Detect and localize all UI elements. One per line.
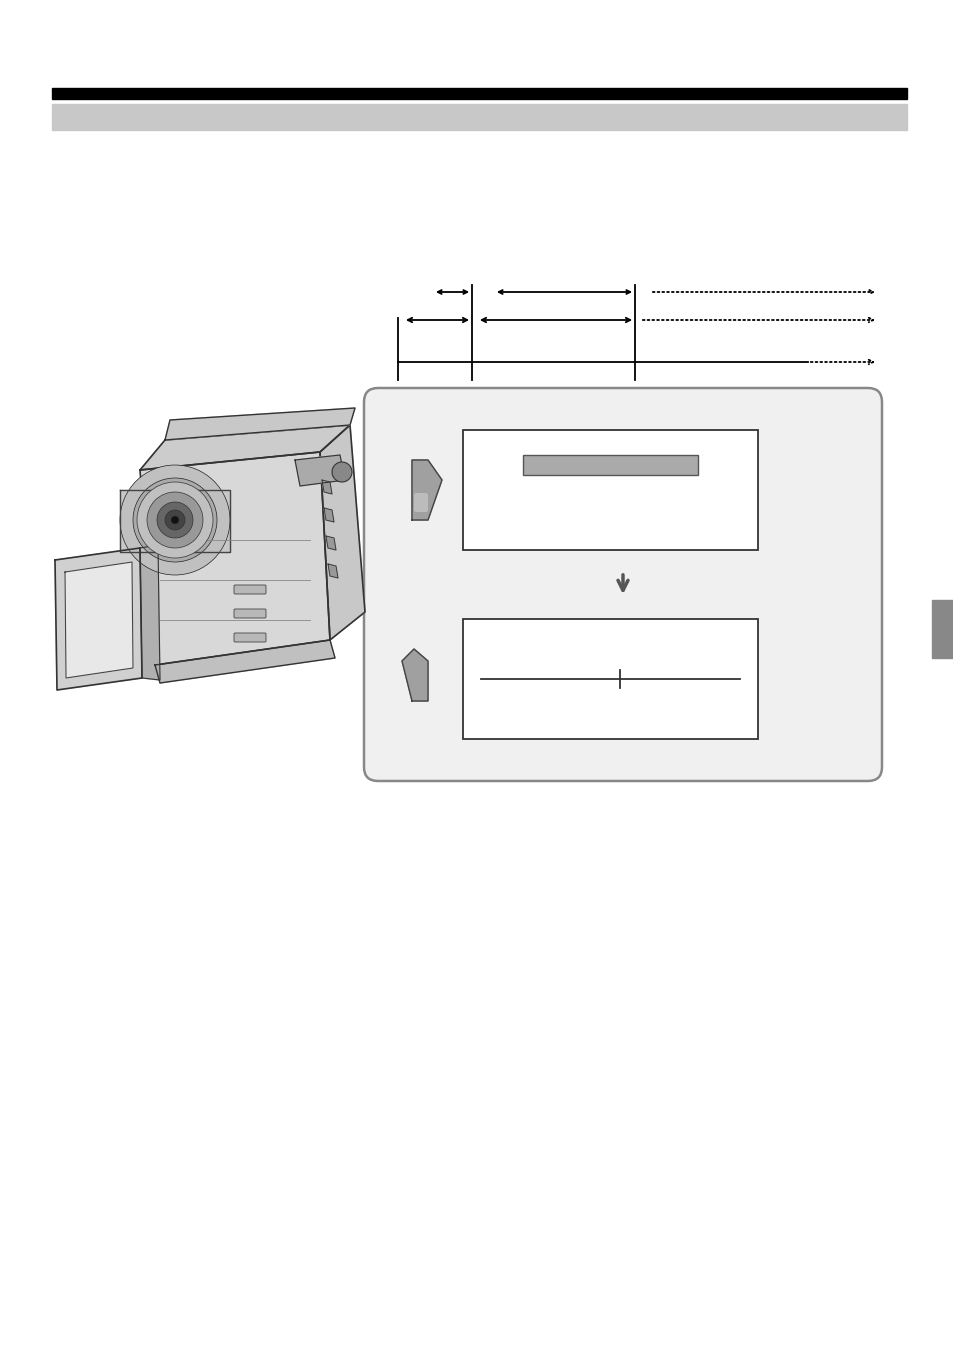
Polygon shape — [140, 452, 330, 665]
Circle shape — [170, 515, 180, 525]
Circle shape — [157, 502, 193, 538]
Polygon shape — [319, 425, 365, 639]
FancyBboxPatch shape — [233, 608, 266, 618]
Polygon shape — [154, 639, 335, 683]
Polygon shape — [65, 562, 132, 677]
Circle shape — [120, 465, 230, 575]
Bar — [931, 600, 953, 658]
Polygon shape — [120, 489, 230, 552]
FancyBboxPatch shape — [233, 585, 266, 594]
Circle shape — [171, 516, 179, 525]
Circle shape — [152, 498, 196, 542]
Polygon shape — [322, 480, 332, 493]
Polygon shape — [324, 508, 334, 522]
Polygon shape — [294, 456, 345, 485]
Polygon shape — [165, 408, 355, 439]
Circle shape — [163, 508, 187, 531]
Polygon shape — [326, 535, 335, 550]
Bar — [462, 430, 758, 550]
Circle shape — [165, 510, 185, 530]
Polygon shape — [328, 564, 337, 579]
Polygon shape — [401, 649, 428, 700]
Polygon shape — [55, 548, 142, 690]
FancyBboxPatch shape — [414, 493, 428, 512]
Circle shape — [143, 488, 207, 552]
Polygon shape — [412, 460, 441, 521]
Circle shape — [332, 462, 352, 483]
Polygon shape — [140, 545, 160, 680]
Bar — [52, 104, 906, 130]
Circle shape — [147, 492, 203, 548]
Circle shape — [137, 483, 213, 558]
Circle shape — [132, 479, 216, 562]
Bar — [522, 456, 698, 475]
Polygon shape — [140, 425, 350, 470]
Bar — [462, 619, 758, 740]
Bar — [52, 88, 906, 99]
FancyBboxPatch shape — [364, 388, 882, 781]
FancyBboxPatch shape — [233, 633, 266, 642]
